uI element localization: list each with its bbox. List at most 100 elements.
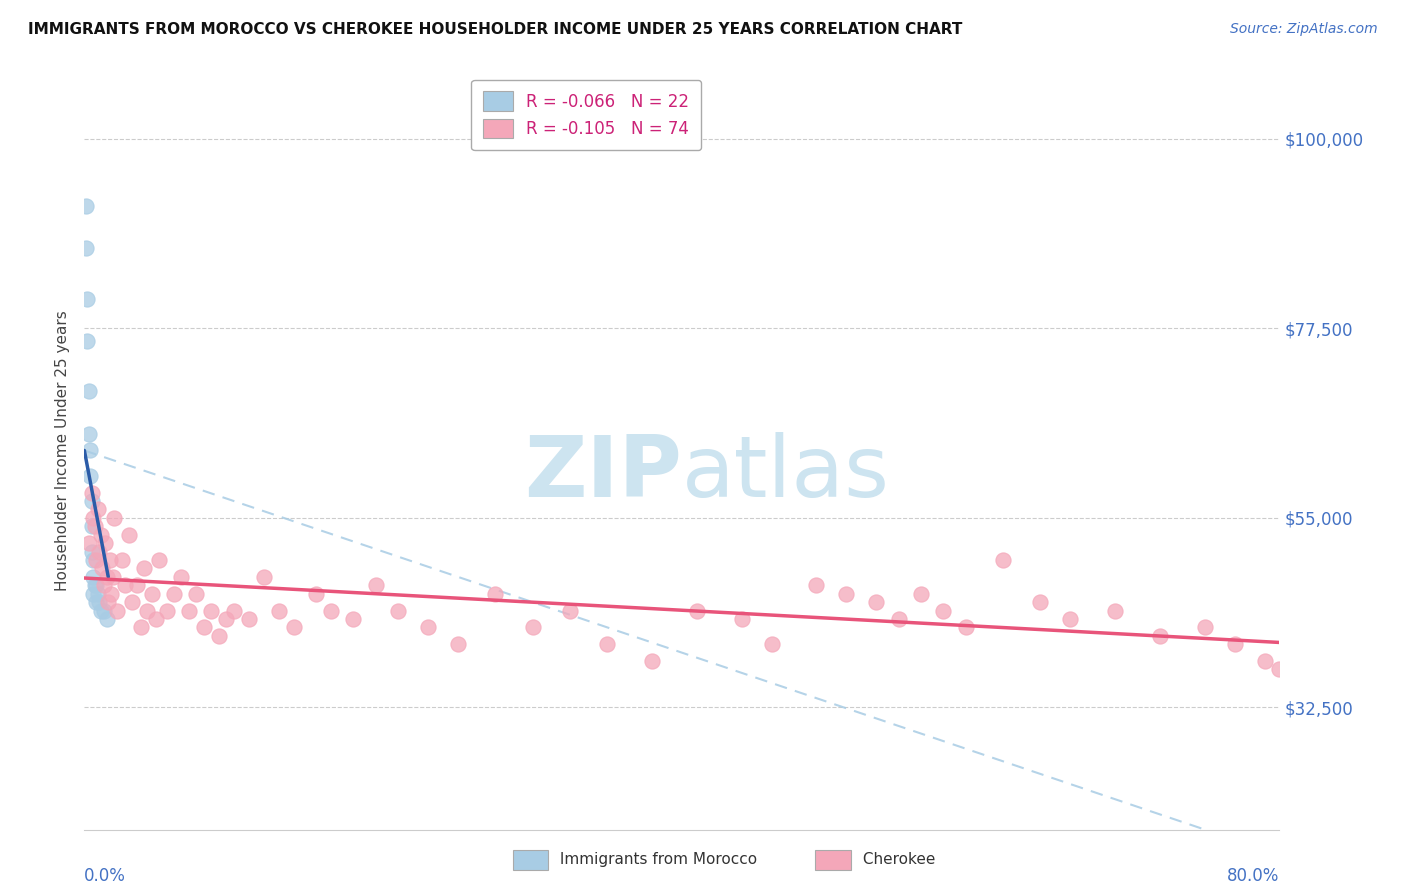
Text: 80.0%: 80.0% [1227,867,1279,886]
Point [86,578,108,592]
Point [76,292,98,306]
Point [101,570,124,584]
Point [79,443,101,458]
Point [835,587,858,601]
Point [80,544,103,558]
Y-axis label: Householder Income Under 25 years: Householder Income Under 25 years [55,310,70,591]
Point [77,384,100,399]
Text: IMMIGRANTS FROM MOROCCO VS CHEROKEE HOUSEHOLDER INCOME UNDER 25 YEARS CORRELATIO: IMMIGRANTS FROM MOROCCO VS CHEROKEE HOUS… [28,22,963,37]
Point [596,637,619,651]
Point [145,612,167,626]
Point [97,595,120,609]
Point [1104,603,1126,617]
Point [364,578,387,592]
Point [103,511,125,525]
Point [80,519,103,533]
Point [522,620,544,634]
Point [129,620,152,634]
Point [558,603,581,617]
Text: Source: ZipAtlas.com: Source: ZipAtlas.com [1230,22,1378,37]
Point [80,485,103,500]
Point [121,595,143,609]
Point [887,612,910,626]
Point [76,334,98,348]
Point [186,587,208,601]
Text: atlas: atlas [682,432,890,515]
Point [100,587,122,601]
Point [932,603,955,617]
Point [89,544,111,558]
FancyBboxPatch shape [815,850,851,870]
Point [731,612,754,626]
Point [641,654,664,668]
Point [91,561,114,575]
Point [1149,629,1171,643]
Point [305,587,328,601]
Point [83,578,105,592]
Point [447,637,470,651]
Point [114,578,136,592]
Point [132,561,156,575]
Point [865,595,887,609]
Point [200,603,222,617]
Text: ZIP: ZIP [524,432,682,515]
Point [991,553,1014,567]
Point [253,570,276,584]
Point [111,553,134,567]
Point [98,553,121,567]
Point [208,629,231,643]
Point [82,570,104,584]
Point [82,587,104,601]
Point [94,536,117,550]
Point [1194,620,1216,634]
Point [806,578,828,592]
Point [83,519,105,533]
Text: Immigrants from Morocco: Immigrants from Morocco [555,853,758,867]
Point [1268,663,1291,677]
Point [193,620,215,634]
Point [82,553,104,567]
Point [484,587,506,601]
Point [75,241,97,255]
Point [86,553,108,567]
Point [170,570,193,584]
Legend: R = -0.066   N = 22, R = -0.105   N = 74: R = -0.066 N = 22, R = -0.105 N = 74 [471,79,702,150]
Point [89,595,111,609]
Point [118,527,141,541]
Point [416,620,439,634]
Point [155,603,177,617]
Point [761,637,783,651]
Point [82,511,104,525]
Point [238,612,260,626]
Point [342,612,364,626]
Point [1059,612,1081,626]
Text: 0.0%: 0.0% [84,867,127,886]
Point [75,199,97,213]
Point [87,502,110,516]
Point [686,603,709,617]
Point [910,587,932,601]
Point [105,603,128,617]
Point [215,612,238,626]
Point [319,603,342,617]
Point [79,468,101,483]
Point [141,587,163,601]
Point [1029,595,1052,609]
Point [86,595,108,609]
Point [96,570,118,584]
Point [93,603,115,617]
Point [148,553,170,567]
Point [222,603,245,617]
Point [955,620,977,634]
Point [387,603,409,617]
Point [125,578,148,592]
Point [90,527,112,541]
Point [93,578,115,592]
Point [1223,637,1246,651]
Point [177,603,200,617]
Point [96,612,118,626]
Point [283,620,305,634]
Point [136,603,159,617]
Point [163,587,186,601]
Point [77,426,100,441]
